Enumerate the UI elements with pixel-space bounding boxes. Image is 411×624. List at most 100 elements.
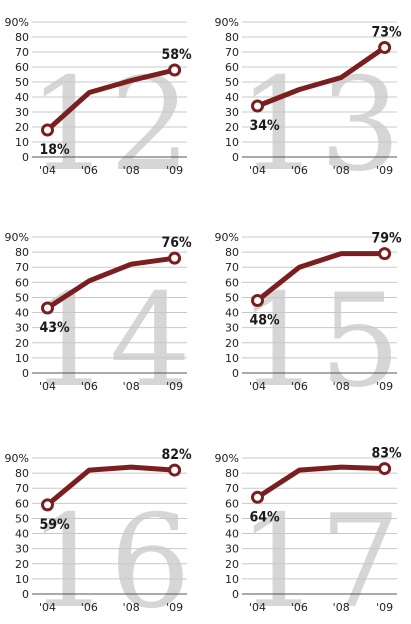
y-tick-label: 30 <box>225 322 239 335</box>
y-tick-label: 60 <box>225 276 239 289</box>
series-line <box>255 45 388 109</box>
y-tick-label: 10 <box>15 352 29 365</box>
y-tick-label: 50 <box>225 512 239 525</box>
y-tick-label: 90% <box>215 452 239 465</box>
y-tick-label: 70 <box>225 482 239 495</box>
end-value-label: 58% <box>162 47 193 63</box>
series-line <box>45 67 178 133</box>
x-tick-label: '08 <box>333 380 350 393</box>
y-tick-label: 90% <box>5 452 29 465</box>
series-line <box>45 464 178 508</box>
y-tick-label: 20 <box>15 558 29 571</box>
y-tick-label: 30 <box>15 543 29 556</box>
end-value-label: 83% <box>372 446 403 462</box>
y-tick-label: 0 <box>232 588 239 601</box>
y-tick-label: 30 <box>15 322 29 335</box>
start-value-label: 48% <box>250 312 281 328</box>
x-tick-label: '04 <box>249 380 266 393</box>
y-tick-label: 80 <box>15 31 29 44</box>
start-value-label: 43% <box>40 320 71 336</box>
y-tick-label: 70 <box>15 46 29 59</box>
start-value-label: 59% <box>40 517 71 533</box>
y-tick-label: 0 <box>22 151 29 164</box>
y-tick-label: 30 <box>225 543 239 556</box>
y-tick-label: 40 <box>15 307 29 320</box>
line-chart-panel-14: 14 90% 80 70 60 50 40 30 20 10 0 '04 '06 '08 '09 43% 76% <box>5 231 193 416</box>
x-tick-label: '09 <box>166 601 183 614</box>
y-tick-label: 10 <box>225 352 239 365</box>
y-tick-label: 20 <box>225 337 239 350</box>
x-tick-label: '08 <box>123 601 140 614</box>
end-point-marker <box>378 247 392 261</box>
y-tick-label: 20 <box>225 121 239 134</box>
panel-age-label: 17 <box>238 488 401 624</box>
start-value-label: 64% <box>250 509 281 525</box>
y-tick-label: 60 <box>15 497 29 510</box>
x-tick-label: '06 <box>291 380 308 393</box>
y-tick-label: 30 <box>15 106 29 119</box>
panel-age-label: 16 <box>28 488 191 624</box>
y-tick-label: 60 <box>15 276 29 289</box>
series-line <box>45 255 178 311</box>
start-point-marker <box>251 490 264 504</box>
y-tick-label: 0 <box>232 151 239 164</box>
y-tick-label: 40 <box>225 528 239 541</box>
y-tick-label: 20 <box>15 337 29 350</box>
end-point-marker <box>168 463 182 477</box>
series-line <box>255 251 388 303</box>
y-tick-label: 70 <box>225 46 239 59</box>
x-tick-label: '09 <box>376 380 393 393</box>
end-value-label: 73% <box>372 25 403 41</box>
y-tick-label: 50 <box>15 76 29 89</box>
x-tick-label: '09 <box>376 164 393 177</box>
end-value-label: 82% <box>162 447 193 463</box>
y-tick-label: 90% <box>5 231 29 244</box>
start-point-marker <box>41 123 54 137</box>
y-tick-label: 20 <box>225 558 239 571</box>
x-tick-label: '08 <box>333 601 350 614</box>
y-tick-label: 10 <box>15 136 29 149</box>
x-tick-label: '06 <box>81 380 98 393</box>
x-tick-label: '06 <box>81 601 98 614</box>
y-tick-label: 10 <box>15 573 29 586</box>
start-point-marker <box>41 301 54 315</box>
line-chart-panel-15: 15 90% 80 70 60 50 40 30 20 10 0 '04 '06 '08 '09 48% 79% <box>215 231 403 416</box>
y-tick-label: 60 <box>15 61 29 74</box>
x-tick-label: '09 <box>166 164 183 177</box>
x-tick-label: '08 <box>333 164 350 177</box>
line-chart-panel-13: 13 90% 80 70 60 50 40 30 20 10 0 '04 '06 '08 '09 34% 73% <box>215 16 403 200</box>
x-tick-label: '06 <box>81 164 98 177</box>
y-tick-label: 80 <box>225 31 239 44</box>
panel-age-label: 15 <box>238 267 401 416</box>
start-value-label: 34% <box>250 118 281 134</box>
y-tick-label: 60 <box>225 61 239 74</box>
y-tick-label: 0 <box>232 367 239 380</box>
y-tick-label: 50 <box>15 291 29 304</box>
end-point-marker <box>168 63 182 77</box>
line-chart-panel-16: 16 90% 80 70 60 50 40 30 20 10 0 '04 '06 '08 '09 59% 82% <box>5 447 193 624</box>
end-point-marker <box>378 41 392 54</box>
end-value-label: 79% <box>372 231 403 247</box>
x-tick-label: '04 <box>39 380 56 393</box>
y-tick-label: 70 <box>15 482 29 495</box>
y-tick-label: 40 <box>15 91 29 104</box>
panel-age-label: 13 <box>238 51 401 200</box>
y-tick-label: 80 <box>15 246 29 259</box>
end-point-marker <box>168 251 182 265</box>
x-tick-label: '04 <box>39 601 56 614</box>
x-tick-label: '09 <box>376 601 393 614</box>
x-tick-label: '06 <box>291 601 308 614</box>
x-tick-label: '08 <box>123 164 140 177</box>
y-tick-label: 10 <box>225 573 239 586</box>
x-tick-label: '09 <box>166 380 183 393</box>
y-tick-label: 60 <box>225 497 239 510</box>
start-value-label: 18% <box>40 142 71 158</box>
y-tick-label: 50 <box>225 291 239 304</box>
y-tick-label: 30 <box>225 106 239 119</box>
y-tick-label: 0 <box>22 588 29 601</box>
y-tick-label: 20 <box>15 121 29 134</box>
y-tick-label: 50 <box>15 512 29 525</box>
